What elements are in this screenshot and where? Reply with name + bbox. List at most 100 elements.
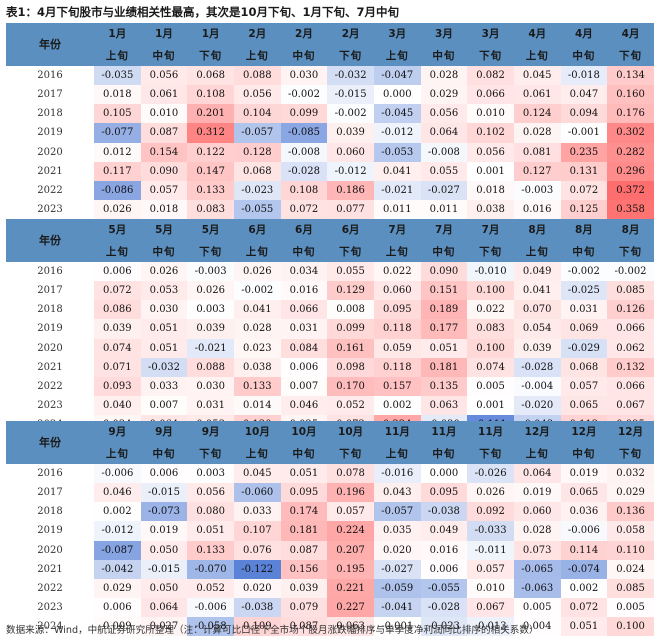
period-header: 中旬: [572, 245, 596, 258]
year-cell: 2017: [37, 89, 63, 101]
value-cell: 0.235: [560, 142, 608, 162]
value-cell: -0.055: [233, 200, 281, 220]
value-cell: 0.055: [420, 161, 468, 181]
value-cell: 0.084: [280, 338, 328, 358]
value-cell: 0.031: [187, 396, 234, 416]
value-cell: 0.018: [140, 200, 188, 220]
month-header: 8月: [574, 224, 593, 237]
value-cell: 0.016: [280, 280, 328, 301]
year-cell: 2024: [37, 621, 63, 633]
value-cell: 0.039: [187, 319, 234, 339]
value-cell: -0.011: [467, 540, 514, 560]
value-cell: 0.079: [280, 598, 328, 618]
year-cell: 2019: [37, 127, 63, 139]
value-cell: 0.006: [280, 357, 328, 377]
value-cell: 0.051: [420, 338, 468, 358]
month-header: 12月: [571, 426, 597, 439]
month-header: 10月: [291, 426, 317, 439]
value-cell: 0.068: [233, 161, 281, 181]
value-cell: 0.098: [327, 357, 374, 377]
value-cell: 0.067: [467, 598, 514, 618]
value-cell: -0.038: [420, 502, 468, 522]
period-header: 下旬: [339, 49, 363, 62]
table-row: 2022 -0.086 0.057 0.133 -0.023 0.108 0.186 -0.0…: [6, 180, 654, 201]
value-cell: 0.147: [187, 161, 234, 181]
period-header: 中旬: [432, 49, 456, 62]
value-cell: 0.122: [187, 142, 234, 162]
table-row: 2017 0.072 0.053 0.026 -0.002 0.016 0.129 0.060…: [6, 280, 654, 301]
month-header: 1月: [201, 28, 220, 41]
value-cell: 0.005: [513, 598, 561, 618]
value-cell: 0.083: [187, 200, 234, 220]
period-header: 上旬: [525, 245, 549, 258]
value-cell: -0.010: [467, 261, 514, 281]
value-cell: 0.004: [513, 617, 561, 637]
value-cell: 0.066: [280, 300, 328, 320]
value-cell: 0.011: [373, 200, 421, 220]
year-cell: 2019: [37, 525, 63, 537]
month-header: 5月: [201, 224, 220, 237]
value-cell: 0.068: [560, 357, 608, 377]
period-header: 下旬: [619, 49, 643, 62]
table-row: 2020 0.012 0.154 0.122 0.128 -0.008 0.060 -0.05…: [6, 142, 654, 162]
year-cell: 2016: [37, 69, 63, 81]
month-header: 2月: [248, 28, 267, 41]
value-cell: 0.108: [280, 180, 328, 201]
value-cell: 0.087: [280, 617, 328, 637]
value-cell: 0.094: [560, 104, 608, 124]
table-row: 2019 -0.012 0.019 0.051 0.107 0.181 0.224 0.035…: [6, 521, 654, 541]
value-cell: 0.107: [233, 521, 281, 541]
value-cell: -0.012: [94, 521, 141, 541]
value-cell: 0.078: [327, 463, 374, 483]
value-cell: 0.224: [327, 521, 374, 541]
period-header: 中旬: [572, 49, 596, 62]
table-row: 2018 0.105 0.010 0.201 0.104 0.099 -0.002 -0.04…: [6, 104, 654, 124]
period-header: 中旬: [152, 49, 176, 62]
value-cell: 0.227: [327, 598, 374, 618]
value-cell: 0.001: [467, 396, 514, 416]
value-cell: -0.002: [607, 261, 654, 281]
value-cell: -0.065: [513, 559, 561, 579]
value-cell: 0.154: [140, 142, 188, 162]
value-cell: 0.007: [140, 396, 188, 416]
value-cell: 0.056: [187, 482, 234, 503]
value-cell: -0.087: [94, 540, 141, 560]
value-cell: 0.090: [140, 161, 188, 181]
value-cell: -0.021: [187, 338, 234, 358]
value-cell: -0.057: [373, 502, 421, 522]
value-cell: -0.045: [373, 104, 421, 124]
value-cell: 0.201: [187, 104, 234, 124]
value-cell: 0.010: [467, 104, 514, 124]
period-header: 下旬: [619, 447, 643, 460]
value-cell: 0.186: [327, 180, 374, 201]
year-cell: 2019: [37, 323, 63, 335]
value-cell: 0.124: [513, 104, 561, 124]
value-cell: 0.072: [560, 180, 608, 201]
value-cell: 0.026: [140, 261, 188, 281]
year-cell: 2021: [37, 563, 63, 575]
value-cell: 0.030: [187, 376, 234, 397]
table-row: 2018 0.086 0.030 0.003 0.041 0.066 0.008 0.095 0…: [6, 300, 654, 320]
value-cell: 0.028: [513, 521, 561, 541]
value-cell: -0.027: [373, 559, 421, 579]
value-cell: 0.195: [327, 559, 374, 579]
value-cell: 0.372: [607, 180, 654, 201]
period-header: 上旬: [385, 245, 409, 258]
month-header: 6月: [295, 224, 313, 237]
value-cell: 0.029: [94, 578, 141, 599]
value-cell: 0.092: [467, 502, 514, 522]
year-cell: 2016: [37, 467, 63, 479]
month-header: 11月: [384, 426, 410, 439]
value-cell: -0.042: [94, 559, 141, 579]
value-cell: -0.023: [233, 180, 281, 201]
value-cell: 0.073: [513, 540, 561, 560]
table-row: 2016 -0.035 0.056 0.068 0.088 0.030 -0.032 -0.0…: [6, 65, 654, 85]
value-cell: 0.129: [327, 280, 374, 301]
value-cell: -0.063: [513, 578, 561, 599]
value-cell: 0.104: [233, 104, 281, 124]
value-cell: -0.012: [327, 161, 374, 181]
table-row: 2022 0.029 0.050 0.052 0.020 0.039 0.221 -0.059…: [6, 578, 654, 599]
table-title: 表1：4月下旬股市与业绩相关性最高，其次是10月下旬、1月下旬、7月中旬: [6, 5, 400, 19]
value-cell: -0.058: [187, 617, 234, 637]
value-cell: 0.086: [94, 300, 141, 320]
